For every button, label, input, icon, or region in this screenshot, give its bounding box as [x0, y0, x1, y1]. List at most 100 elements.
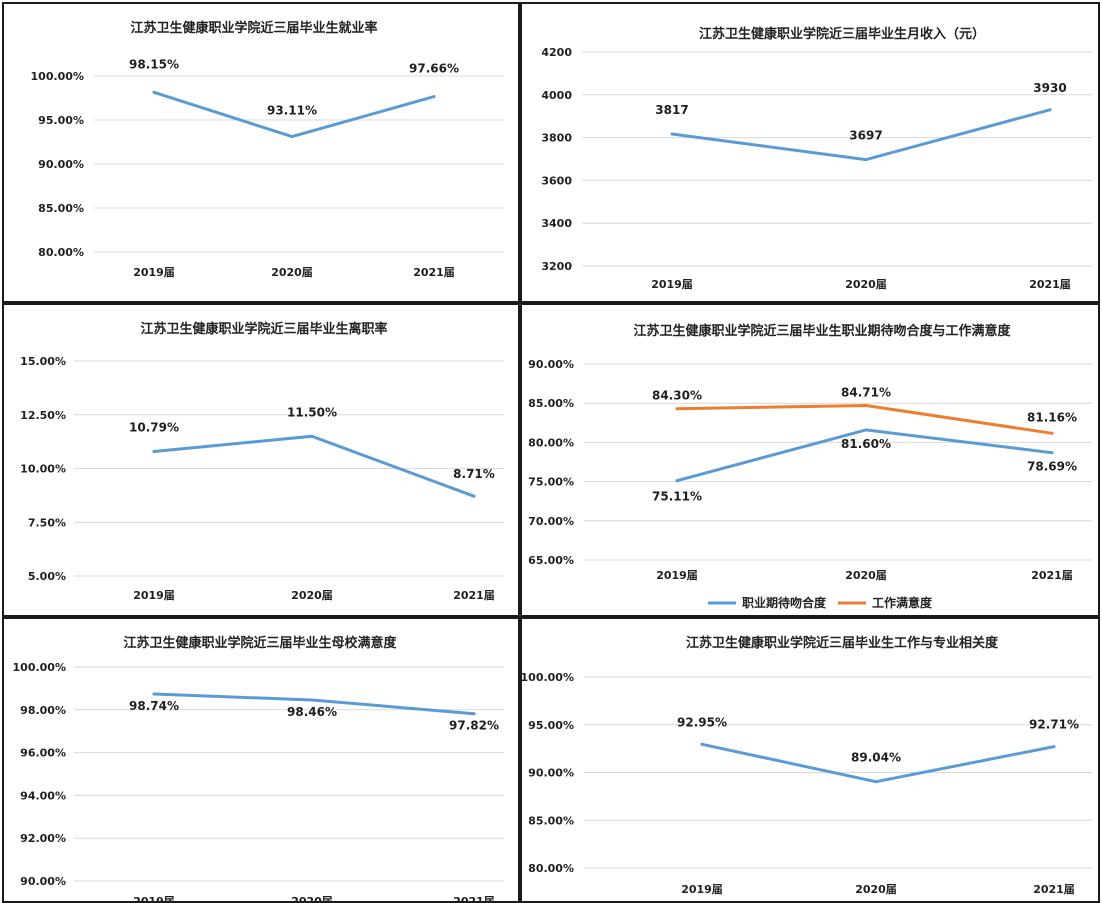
y-tick-label: 95.00% [38, 114, 84, 127]
y-tick-label: 80.00% [38, 246, 84, 259]
data-label: 78.69% [1027, 460, 1077, 474]
y-tick-label: 75.00% [528, 476, 574, 489]
x-tick-label: 2021届 [413, 266, 455, 279]
data-label: 89.04% [851, 751, 901, 765]
x-tick-label: 2020届 [271, 266, 313, 279]
legend-label: 工作满意度 [872, 595, 933, 610]
x-tick-label: 2019届 [681, 883, 723, 896]
data-point [290, 135, 294, 139]
data-label: 98.46% [287, 705, 337, 719]
chart-panel-job-major-relevance: 江苏卫生健康职业学院近三届毕业生工作与专业相关度 80.00% 85.00% 90.0… [520, 617, 1100, 903]
chart-school-satisfaction: 江苏卫生健康职业学院近三届毕业生母校满意度 90.00% 92.00% 94.00% 9… [13, 635, 504, 903]
chart-title: 江苏卫生健康职业学院近三届毕业生就业率 [130, 20, 377, 36]
y-tick-label: 4200 [541, 46, 572, 59]
data-point [874, 780, 878, 784]
chart-turnover-rate: 江苏卫生健康职业学院近三届毕业生离职率 5.00% 7.50% 10.00% 12.50… [20, 321, 504, 602]
data-point [1052, 745, 1056, 749]
x-tick-label: 2021届 [1029, 278, 1071, 291]
data-label: 3930 [1033, 81, 1066, 95]
data-label: 84.30% [652, 389, 702, 403]
y-tick-label: 3200 [541, 260, 572, 273]
chart-title: 江苏卫生健康职业学院近三届毕业生职业期待吻合度与工作满意度 [633, 323, 1011, 339]
data-point [675, 407, 679, 411]
chart-title: 江苏卫生健康职业学院近三届毕业生月收入（元） [699, 26, 985, 42]
data-label: 81.16% [1027, 410, 1077, 424]
y-tick-label: 4000 [541, 89, 572, 102]
x-tick-label: 2019届 [133, 266, 175, 279]
data-label: 97.66% [409, 62, 459, 76]
data-point [864, 404, 868, 407]
chart-title: 江苏卫生健康职业学院近三届毕业生工作与专业相关度 [686, 635, 999, 651]
chart-title: 江苏卫生健康职业学院近三届毕业生离职率 [140, 321, 387, 337]
data-label: 75.11% [652, 490, 702, 504]
series-line [152, 434, 476, 498]
y-tick-label: 85.00% [528, 397, 574, 410]
data-label: 3697 [849, 129, 882, 143]
x-tick-label: 2019届 [656, 569, 698, 582]
chart-job-major-relevance: 江苏卫生健康职业学院近三届毕业生工作与专业相关度 80.00% 85.00% 90.0… [522, 635, 1092, 896]
data-point [675, 479, 679, 483]
y-tick-label: 10.00% [20, 463, 66, 476]
data-label: 93.11% [267, 104, 317, 118]
data-point [310, 434, 314, 438]
y-tick-label: 90.00% [528, 358, 574, 371]
data-label: 11.50% [287, 405, 337, 419]
y-tick-label: 3800 [541, 132, 572, 145]
x-tick-label: 2020届 [291, 895, 333, 903]
y-tick-label: 80.00% [528, 862, 574, 875]
data-point [472, 494, 476, 498]
x-tick-label: 2021届 [453, 589, 495, 602]
y-tick-label: 12.50% [20, 409, 66, 422]
data-point [432, 95, 436, 99]
data-point [1050, 451, 1054, 455]
data-point [152, 692, 156, 696]
x-tick-label: 2021届 [453, 895, 495, 903]
y-tick-label: 98.00% [20, 704, 66, 717]
data-point [1050, 431, 1054, 435]
data-point [670, 132, 674, 136]
y-tick-label: 94.00% [20, 789, 66, 802]
y-tick-label: 100.00% [31, 70, 84, 83]
y-tick-label: 85.00% [38, 202, 84, 215]
y-tick-label: 85.00% [528, 814, 574, 827]
x-tick-label: 2020届 [845, 278, 887, 291]
x-tick-label: 2019届 [133, 895, 175, 903]
data-point [700, 742, 704, 746]
x-tick-label: 2021届 [1033, 883, 1075, 896]
chart-panel-monthly-income: 江苏卫生健康职业学院近三届毕业生月收入（元） 3200 3400 3600 3800 40… [520, 2, 1100, 303]
y-tick-label: 90.00% [38, 158, 84, 171]
data-point [864, 428, 868, 432]
data-label: 81.60% [841, 437, 891, 451]
data-label: 10.79% [129, 421, 179, 435]
data-label: 92.95% [677, 715, 727, 729]
chart-panel-employment-rate: 江苏卫生健康职业学院近三届毕业生就业率 80.00% 85.00% 90.00% 95.… [2, 2, 520, 303]
data-point [864, 158, 868, 162]
y-tick-label: 15.00% [20, 355, 66, 368]
y-tick-label: 3400 [541, 217, 572, 230]
chart-title: 江苏卫生健康职业学院近三届毕业生母校满意度 [123, 635, 397, 651]
chart-employment-rate: 江苏卫生健康职业学院近三届毕业生就业率 80.00% 85.00% 90.00% 95.… [31, 20, 504, 279]
chart-expectation-satisfaction: 江苏卫生健康职业学院近三届毕业生职业期待吻合度与工作满意度 65.00% 70.00… [528, 323, 1092, 610]
chart-monthly-income: 江苏卫生健康职业学院近三届毕业生月收入（元） 3200 3400 3600 3800 40… [541, 26, 1092, 291]
y-tick-label: 80.00% [528, 436, 574, 449]
chart-panel-school-satisfaction: 江苏卫生健康职业学院近三届毕业生母校满意度 90.00% 92.00% 94.00% 9… [2, 617, 520, 903]
y-tick-label: 90.00% [528, 767, 574, 780]
y-tick-label: 96.00% [20, 747, 66, 760]
data-label: 98.15% [129, 57, 179, 71]
y-tick-label: 92.00% [20, 832, 66, 845]
chart-panel-turnover-rate: 江苏卫生健康职业学院近三届毕业生离职率 5.00% 7.50% 10.00% 12.50… [2, 303, 520, 617]
data-label: 3817 [655, 103, 688, 117]
data-point [152, 450, 156, 453]
y-tick-label: 90.00% [20, 875, 66, 888]
data-label: 8.71% [453, 467, 495, 481]
data-point [152, 90, 156, 94]
y-tick-label: 5.00% [28, 570, 66, 583]
data-label: 84.71% [841, 386, 891, 400]
y-tick-label: 3600 [541, 174, 572, 187]
x-tick-label: 2021届 [1031, 569, 1073, 582]
y-tick-label: 100.00% [522, 671, 574, 684]
data-point [1048, 108, 1052, 112]
x-tick-label: 2020届 [845, 569, 887, 582]
y-tick-label: 70.00% [528, 515, 574, 528]
y-tick-label: 100.00% [13, 661, 66, 674]
